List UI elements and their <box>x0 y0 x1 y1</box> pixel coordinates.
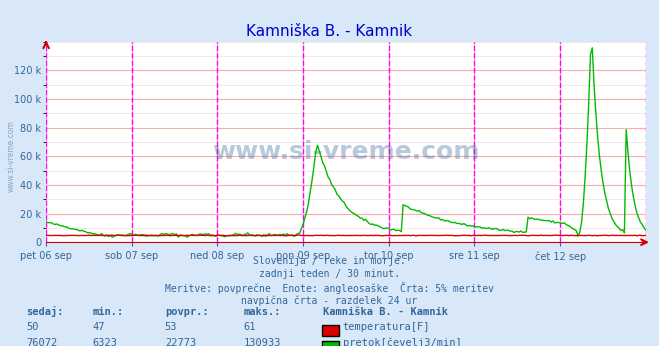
Text: www.si-vreme.com: www.si-vreme.com <box>7 120 16 192</box>
Text: 76072: 76072 <box>26 338 57 346</box>
Text: www.si-vreme.com: www.si-vreme.com <box>212 140 480 164</box>
Text: 61: 61 <box>244 322 256 333</box>
Text: 22773: 22773 <box>165 338 196 346</box>
Text: povpr.:: povpr.: <box>165 307 208 317</box>
Text: Kamniška B. - Kamnik: Kamniška B. - Kamnik <box>246 24 413 39</box>
Text: 47: 47 <box>92 322 105 333</box>
Text: Meritve: povprečne  Enote: angleosaške  Črta: 5% meritev: Meritve: povprečne Enote: angleosaške Čr… <box>165 282 494 294</box>
Text: maks.:: maks.: <box>244 307 281 317</box>
Text: navpična črta - razdelek 24 ur: navpična črta - razdelek 24 ur <box>241 295 418 306</box>
Text: temperatura[F]: temperatura[F] <box>343 322 430 333</box>
Text: min.:: min.: <box>92 307 123 317</box>
Text: 130933: 130933 <box>244 338 281 346</box>
Text: sedaj:: sedaj: <box>26 306 64 317</box>
Text: pretok[čevelj3/min]: pretok[čevelj3/min] <box>343 337 461 346</box>
Text: Slovenija / reke in morje.: Slovenija / reke in morje. <box>253 256 406 266</box>
Text: 50: 50 <box>26 322 39 333</box>
Text: Kamniška B. - Kamnik: Kamniška B. - Kamnik <box>323 307 448 317</box>
Text: zadnji teden / 30 minut.: zadnji teden / 30 minut. <box>259 269 400 279</box>
Text: 53: 53 <box>165 322 177 333</box>
Text: 6323: 6323 <box>92 338 117 346</box>
